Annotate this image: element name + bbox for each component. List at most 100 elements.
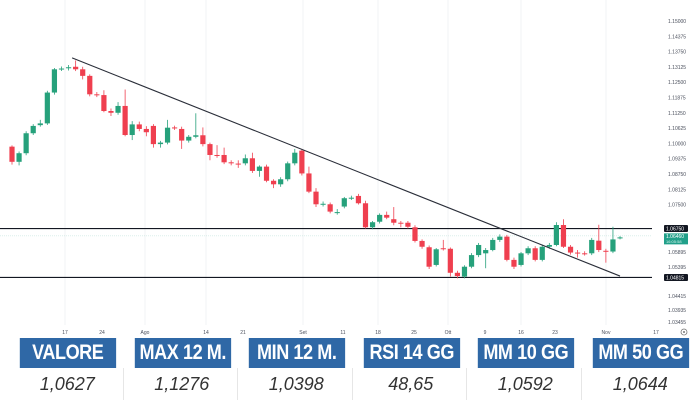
candle-body	[136, 124, 142, 129]
candle	[65, 64, 72, 71]
candle	[504, 234, 510, 262]
value-mm-50: 1,0644	[612, 373, 668, 394]
candle	[228, 160, 234, 166]
candle-body	[80, 69, 86, 76]
candle	[560, 219, 567, 249]
value-valore: 1,0627	[12, 368, 124, 400]
y-tick-label: 1.15000	[668, 19, 686, 25]
candle-body	[341, 198, 347, 207]
candle-body	[179, 128, 185, 141]
candle	[320, 201, 326, 207]
settings-gear-icon[interactable]	[680, 328, 688, 336]
candle	[468, 253, 475, 269]
candle	[461, 265, 468, 279]
indicators-table: VALORE 1,0627 MAX 12 M. 1,1276 MIN 12 M.…	[12, 338, 696, 400]
candle-body	[539, 246, 545, 260]
candle	[207, 142, 213, 161]
candle-body	[221, 154, 227, 163]
level-price-badge	[664, 225, 688, 233]
candle	[525, 246, 531, 256]
candle-body	[532, 248, 538, 260]
trendline[interactable]	[71, 57, 621, 277]
x-tick-label: Nov	[602, 330, 611, 336]
candle-body	[73, 66, 79, 70]
candle	[37, 119, 43, 127]
x-tick-label: 25	[411, 330, 417, 336]
candle-body	[327, 204, 333, 212]
candle-body	[384, 214, 390, 218]
candle	[242, 154, 248, 166]
candle-body	[292, 152, 298, 164]
y-tick-label: 1.13125	[668, 65, 686, 71]
candle-body	[256, 166, 263, 171]
candle-body	[58, 68, 65, 70]
x-tick-label: 17	[62, 330, 68, 336]
x-tick-label: 16	[518, 330, 524, 336]
candle-body	[278, 179, 284, 185]
candle-body	[348, 197, 354, 199]
candle-body	[9, 146, 15, 162]
candle	[398, 220, 404, 228]
candle	[16, 151, 22, 166]
header-min-12m: MIN 12 M.	[248, 338, 345, 368]
candle-body	[490, 239, 496, 251]
candle-body	[560, 225, 567, 247]
y-tick-label: 1.14375	[668, 34, 686, 40]
candle	[419, 239, 425, 249]
value-min-12m: 1,0398	[241, 368, 353, 400]
candle	[610, 226, 616, 254]
header-valore: VALORE	[19, 338, 116, 368]
candle	[129, 121, 135, 141]
candle	[567, 244, 574, 255]
value-rsi-14: 48,65	[356, 368, 467, 400]
candle	[384, 211, 390, 220]
candle	[575, 250, 581, 258]
x-tick-label: Ago	[141, 330, 150, 336]
candle-body	[143, 128, 149, 133]
candle	[122, 89, 128, 137]
candle-body	[101, 95, 107, 112]
candle-body	[235, 163, 241, 165]
y-tick-label: 1.09375	[668, 157, 686, 163]
candle	[270, 179, 277, 189]
x-tick-label: Ott	[445, 330, 452, 336]
candle	[292, 148, 298, 166]
candle	[285, 161, 291, 182]
candle-body	[242, 158, 248, 164]
candle	[200, 127, 206, 147]
candle-body	[582, 253, 588, 255]
x-tick-label: 11	[340, 330, 345, 336]
y-tick-label: 1.03455	[668, 320, 686, 326]
candle	[369, 220, 376, 230]
header-max-12m: MAX 12 M.	[134, 338, 231, 368]
candle	[101, 90, 107, 113]
candle	[539, 244, 545, 262]
candle-body	[476, 244, 482, 256]
candle	[94, 92, 100, 98]
candle	[476, 242, 482, 258]
candle-body	[164, 127, 171, 143]
candle-body	[306, 173, 312, 192]
header-mm-10: MM 10 GG	[477, 338, 574, 368]
candle-body	[214, 154, 220, 156]
candle	[256, 165, 263, 177]
x-tick-label: 24	[99, 330, 105, 336]
candle	[80, 66, 86, 80]
y-tick-label: 1.08750	[668, 172, 686, 178]
candle-body	[193, 135, 199, 137]
current-price-badge	[664, 233, 688, 245]
candle	[164, 119, 171, 145]
candle	[278, 177, 284, 187]
column-min-12m: MIN 12 M. 1,0398	[241, 338, 353, 400]
candle-body	[37, 123, 43, 126]
candle-body	[313, 191, 319, 205]
candle-body	[150, 125, 156, 145]
price-chart[interactable]: 1.15000 1.14375 1.13750 1.13125 1.12500 1.118…	[0, 0, 700, 338]
candle	[377, 213, 383, 224]
y-tick-label: 1.04415	[668, 294, 686, 300]
candle-body	[377, 214, 383, 222]
candle	[150, 124, 156, 148]
candle-body	[65, 67, 72, 69]
y-tick-label: 1.08125	[668, 187, 686, 193]
candle	[433, 248, 439, 267]
